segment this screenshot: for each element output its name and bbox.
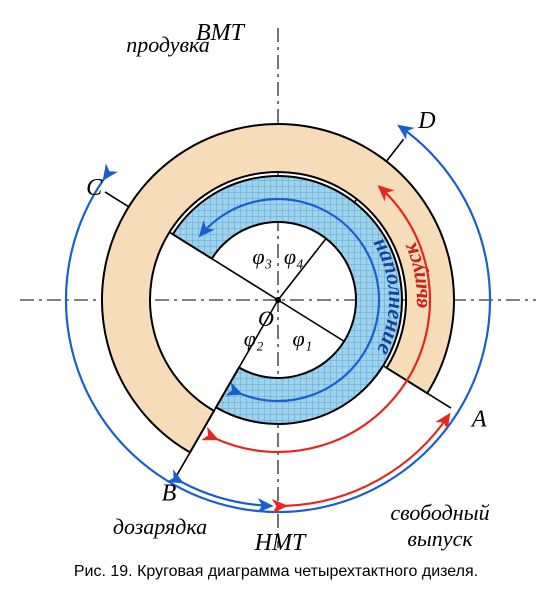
label-doz: дозарядка xyxy=(113,514,207,539)
label-svob2: выпуск xyxy=(407,526,473,551)
label-φ₂: φ₂ xyxy=(244,326,264,351)
label-D: D xyxy=(417,108,435,134)
caption-text: Рис. 19. Круговая диаграмма четырехтактн… xyxy=(74,563,478,580)
label-prod: продувка xyxy=(126,32,210,57)
label-φ₄: φ₄ xyxy=(284,244,304,269)
label-svob1: свободный xyxy=(390,500,489,525)
label-φ₁: φ₁ xyxy=(292,326,312,351)
label-A: A xyxy=(470,406,487,432)
center-dot xyxy=(275,297,281,303)
label-B: B xyxy=(162,480,177,506)
circular-diagram: ВМТНМТпродувкадозарядкасвободныйвыпускAB… xyxy=(0,0,552,560)
label-C: C xyxy=(86,175,103,201)
label-φ₃: φ₃ xyxy=(252,244,272,269)
axes xyxy=(20,28,536,548)
label-nmt: НМТ xyxy=(254,530,307,556)
figure-caption: Рис. 19. Круговая диаграмма четырехтактн… xyxy=(0,563,552,581)
inner-ring xyxy=(173,176,402,424)
